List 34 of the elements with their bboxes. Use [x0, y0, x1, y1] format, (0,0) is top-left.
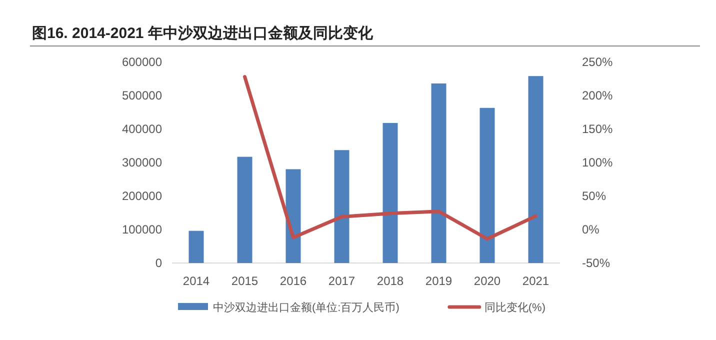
bar	[431, 83, 446, 263]
x-tick-label: 2016	[280, 274, 307, 288]
chart-title: 图16. 2014-2021 年中沙双边进出口金额及同比变化	[32, 24, 374, 42]
bar	[188, 230, 204, 263]
y2-tick-label: 100%	[582, 156, 614, 170]
bar	[480, 108, 495, 263]
y2-tick-label: 200%	[582, 88, 614, 102]
y-tick-label: 400000	[122, 122, 162, 136]
y-tick-label: 100000	[122, 222, 162, 236]
y2-tick-label: 250%	[582, 55, 614, 69]
legend-label: 中沙双边进出口金额(单位:百万人民币)	[213, 301, 400, 314]
y-tick-label: 300000	[122, 156, 162, 170]
y-tick-label: 200000	[122, 189, 162, 203]
x-tick-label: 2014	[182, 274, 210, 288]
bar	[286, 169, 301, 263]
bar	[334, 150, 350, 263]
x-tick-label: 2020	[474, 274, 501, 288]
y-tick-label: 0	[155, 256, 162, 270]
y2-tick-label: 50%	[582, 189, 606, 203]
x-tick-label: 2019	[425, 274, 452, 288]
bar	[382, 122, 398, 263]
line-series	[243, 74, 538, 241]
bar	[237, 156, 252, 263]
legend-label: 同比变化(%)	[484, 301, 546, 314]
x-tick-label: 2021	[522, 274, 550, 288]
y-tick-label: 500000	[122, 88, 162, 102]
x-tick-label: 2017	[328, 274, 356, 288]
x-tick-label: 2015	[231, 274, 258, 288]
y2-tick-label: -50%	[582, 256, 610, 270]
x-tick-label: 2018	[376, 274, 404, 288]
y-tick-label: 600000	[122, 55, 162, 69]
y2-tick-label: 0%	[582, 222, 600, 236]
y2-tick-label: 150%	[582, 122, 614, 136]
bar	[528, 76, 544, 263]
